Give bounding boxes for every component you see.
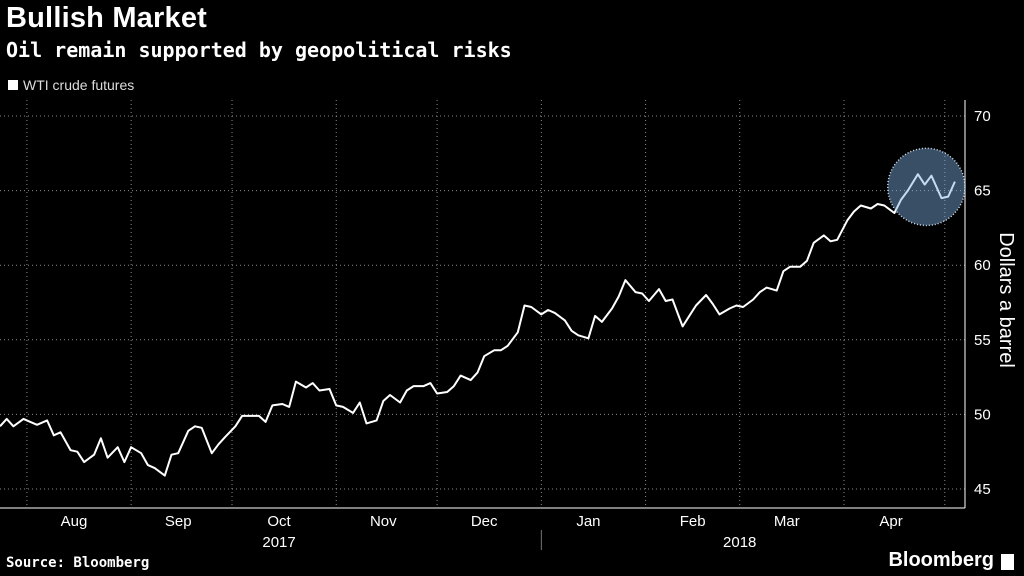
x-year-label: 2017 (262, 534, 295, 551)
y-tick-label: 65 (974, 183, 991, 200)
x-tick-label: Dec (471, 513, 498, 530)
x-tick-label: Jan (576, 513, 600, 530)
x-tick-label: Apr (879, 513, 902, 530)
legend: WTI crude futures (8, 77, 134, 93)
y-axis-title: Dollars a barrel (995, 232, 1017, 368)
x-tick-label: Sep (165, 513, 192, 530)
source-note: Source: Bloomberg (6, 555, 150, 571)
y-tick-label: 70 (974, 108, 991, 125)
y-tick-label: 60 (974, 257, 991, 274)
chart-subtitle: Oil remain supported by geopolitical ris… (6, 38, 512, 62)
x-tick-label: Feb (680, 513, 706, 530)
x-tick-label: Aug (61, 513, 88, 530)
legend-label: WTI crude futures (23, 77, 135, 93)
x-tick-label: Mar (774, 513, 800, 530)
highlight-circle (887, 147, 966, 227)
series-line (0, 173, 956, 477)
brand-logo: Bloomberg (888, 549, 994, 571)
y-tick-label: 45 (974, 481, 991, 498)
x-tick-label: Oct (267, 513, 291, 530)
brand-mark-icon (1001, 554, 1014, 570)
y-tick-label: 55 (974, 332, 991, 349)
chart-title: Bullish Market (6, 2, 208, 34)
x-tick-label: Nov (370, 513, 397, 530)
y-tick-label: 50 (974, 406, 991, 423)
legend-swatch (8, 80, 18, 90)
x-year-label: 2018 (723, 534, 756, 551)
